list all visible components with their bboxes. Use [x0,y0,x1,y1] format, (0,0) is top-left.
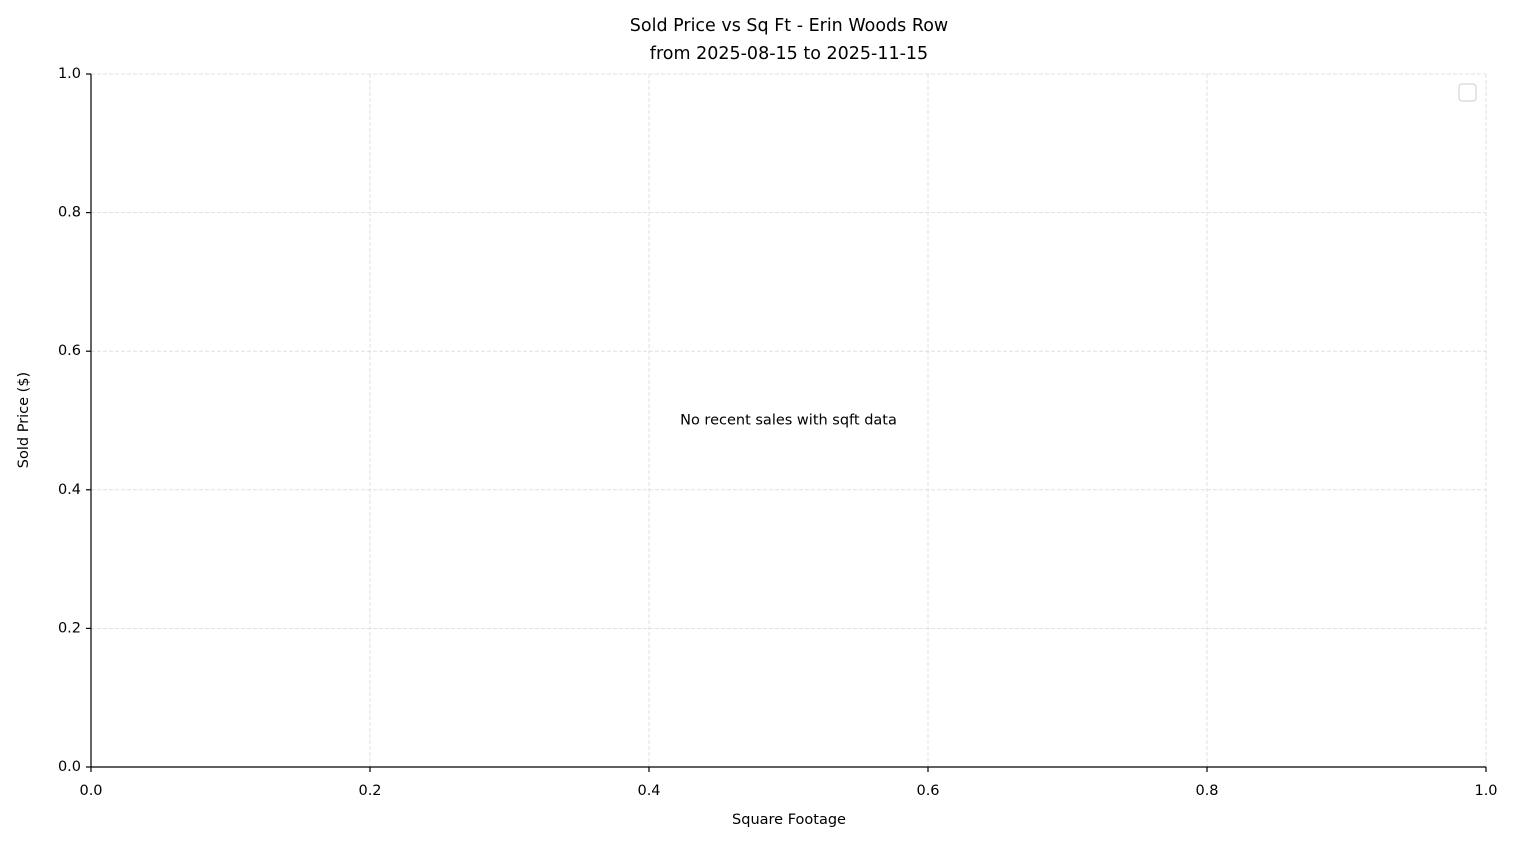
x-tick-label: 1.0 [1474,783,1497,799]
y-axis-label: Sold Price ($) [16,372,32,468]
chart-title: Sold Price vs Sq Ft - Erin Woods Row [630,16,948,36]
x-tick-label: 0.2 [358,783,381,799]
x-tick-label: 0.0 [79,783,102,799]
legend [1458,83,1477,102]
x-axis-label: Square Footage [732,812,846,828]
y-tick-label: 0.6 [58,343,81,359]
x-tick-label: 0.6 [916,783,939,799]
chart-subtitle: from 2025-08-15 to 2025-11-15 [650,44,928,64]
y-tick-label: 0.8 [58,205,81,221]
y-tick-label: 0.4 [58,482,81,498]
y-tick-label: 0.0 [58,759,81,775]
y-tick-label: 1.0 [58,66,81,82]
x-tick-label: 0.8 [1195,783,1218,799]
x-tick-label: 0.4 [637,783,660,799]
y-tick-label: 0.2 [58,620,81,636]
annotation: No recent sales with sqft data [680,413,897,429]
